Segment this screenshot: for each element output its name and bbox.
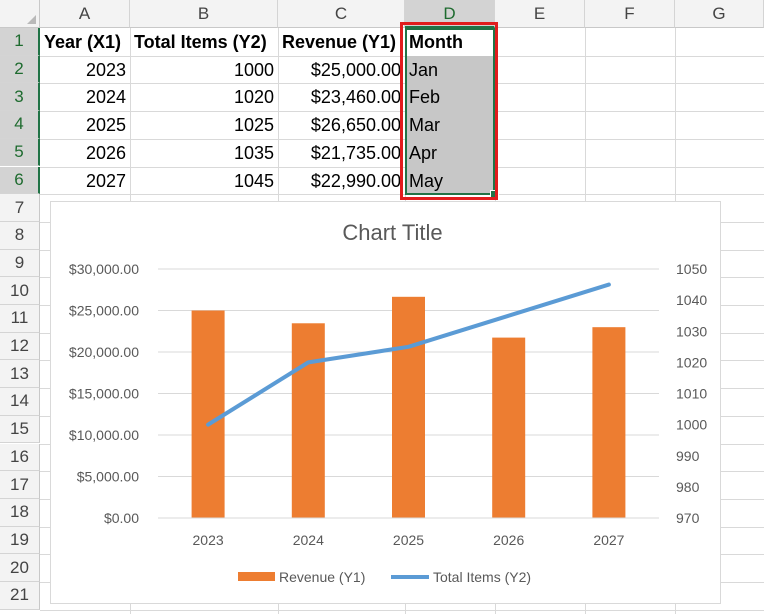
primary-y-tick-label: $5,000.00 — [77, 469, 139, 485]
column-header-a[interactable]: A — [40, 0, 130, 28]
cell-c3[interactable]: $23,460.00 — [310, 87, 401, 108]
revenue-bar — [592, 327, 626, 518]
row-header-12[interactable]: 12 — [0, 332, 40, 361]
row-header-17[interactable]: 17 — [0, 471, 40, 499]
cell-a6[interactable]: 2027 — [85, 170, 126, 191]
row-header-3[interactable]: 3 — [0, 83, 40, 112]
row-header-1[interactable]: 1 — [0, 28, 40, 56]
column-header-e[interactable]: E — [495, 0, 585, 28]
column-header-c[interactable]: C — [278, 0, 405, 28]
select-all-icon — [27, 15, 36, 24]
column-header-b[interactable]: B — [130, 0, 278, 28]
legend-revenue-label: Revenue (Y1) — [279, 569, 365, 585]
cell-a5[interactable]: 2026 — [85, 142, 126, 163]
primary-y-tick-label: $15,000.00 — [69, 386, 139, 402]
row-header-11[interactable]: 11 — [0, 305, 40, 333]
secondary-y-tick-label: 1040 — [676, 292, 707, 308]
header-cell-d1[interactable]: Month — [409, 32, 463, 52]
primary-y-tick-label: $10,000.00 — [69, 427, 139, 443]
cell-c5[interactable]: $21,735.00 — [310, 142, 401, 163]
cell-d5[interactable]: Apr — [405, 138, 495, 167]
row-header-21[interactable]: 21 — [0, 582, 40, 610]
chart-svg: Chart Title $0.00 $5,000.00 $10,000.00 $15,0… — [69, 220, 707, 585]
row-header-19[interactable]: 19 — [0, 526, 40, 555]
header-cell-b1[interactable]: Total Items (Y2) — [134, 32, 267, 52]
primary-y-tick-label: $30,000.00 — [69, 261, 139, 277]
cell-d6[interactable]: May — [405, 166, 495, 195]
gridline-horizontal — [40, 609, 764, 611]
row-header-2[interactable]: 2 — [0, 55, 40, 84]
secondary-y-tick-label: 1020 — [676, 354, 707, 370]
revenue-bar — [392, 296, 425, 518]
secondary-y-tick-label: 990 — [676, 448, 700, 464]
header-cell-a1[interactable]: Year (X1) — [44, 32, 122, 52]
primary-y-tick-label: $0.00 — [104, 510, 139, 526]
revenue-bar — [291, 323, 325, 518]
secondary-y-tick-label: 1010 — [676, 386, 707, 402]
select-all-corner[interactable] — [0, 0, 40, 28]
cell-a4[interactable]: 2025 — [85, 115, 126, 136]
row-header-15[interactable]: 15 — [0, 415, 40, 444]
cell-d4[interactable]: Mar — [405, 111, 495, 140]
secondary-y-tick-label: 1050 — [676, 261, 707, 277]
x-tick-label: 2023 — [193, 532, 224, 548]
legend-total-items-label: Total Items (Y2) — [433, 569, 531, 585]
cell-b6[interactable]: 1045 — [233, 170, 274, 191]
secondary-y-tick-label: 980 — [676, 479, 700, 495]
row-header-8[interactable]: 8 — [0, 221, 40, 250]
revenue-bar — [191, 310, 225, 518]
x-tick-label: 2027 — [593, 532, 624, 548]
column-header-f[interactable]: F — [585, 0, 675, 28]
cell-c2[interactable]: $25,000.00 — [310, 59, 401, 80]
row-header-20[interactable]: 20 — [0, 554, 40, 582]
row-header-9[interactable]: 9 — [0, 249, 40, 278]
cell-c4[interactable]: $26,650.00 — [310, 115, 401, 136]
cell-b3[interactable]: 1020 — [233, 87, 274, 108]
row-header-5[interactable]: 5 — [0, 138, 40, 167]
row-header-4[interactable]: 4 — [0, 111, 40, 139]
cell-c6[interactable]: $22,990.00 — [310, 170, 401, 191]
cell-b5[interactable]: 1035 — [233, 142, 274, 163]
row-header-14[interactable]: 14 — [0, 388, 40, 416]
cell-a3[interactable]: 2024 — [85, 87, 126, 108]
chart-title: Chart Title — [342, 220, 442, 245]
row-header-16[interactable]: 16 — [0, 443, 40, 472]
x-tick-label: 2025 — [393, 532, 424, 548]
cell-b2[interactable]: 1000 — [233, 59, 274, 80]
cell-d2[interactable]: Jan — [405, 55, 495, 84]
combo-chart[interactable]: Chart Title $0.00 $5,000.00 $10,000.00 $15,0… — [50, 201, 721, 604]
x-tick-label: 2026 — [493, 532, 524, 548]
row-header-7[interactable]: 7 — [0, 194, 40, 222]
cell-d3[interactable]: Feb — [405, 83, 495, 112]
primary-y-tick-label: $20,000.00 — [69, 344, 139, 360]
row-header-18[interactable]: 18 — [0, 498, 40, 527]
secondary-y-tick-label: 970 — [676, 510, 700, 526]
header-cell-c1[interactable]: Revenue (Y1) — [282, 32, 397, 52]
x-tick-label: 2024 — [293, 532, 324, 548]
selection-range — [405, 28, 495, 195]
cell-a2[interactable]: 2023 — [85, 59, 126, 80]
row-header-6[interactable]: 6 — [0, 166, 40, 195]
secondary-y-tick-label: 1000 — [676, 417, 707, 433]
row-header-10[interactable]: 10 — [0, 277, 40, 305]
column-header-g[interactable]: G — [675, 0, 764, 28]
secondary-y-tick-label: 1030 — [676, 323, 707, 339]
cell-b4[interactable]: 1025 — [233, 115, 274, 136]
legend-revenue-swatch — [238, 572, 275, 581]
highlight-box — [400, 22, 498, 200]
row-header-13[interactable]: 13 — [0, 360, 40, 389]
primary-y-tick-label: $25,000.00 — [69, 303, 139, 319]
revenue-bar — [492, 337, 526, 518]
